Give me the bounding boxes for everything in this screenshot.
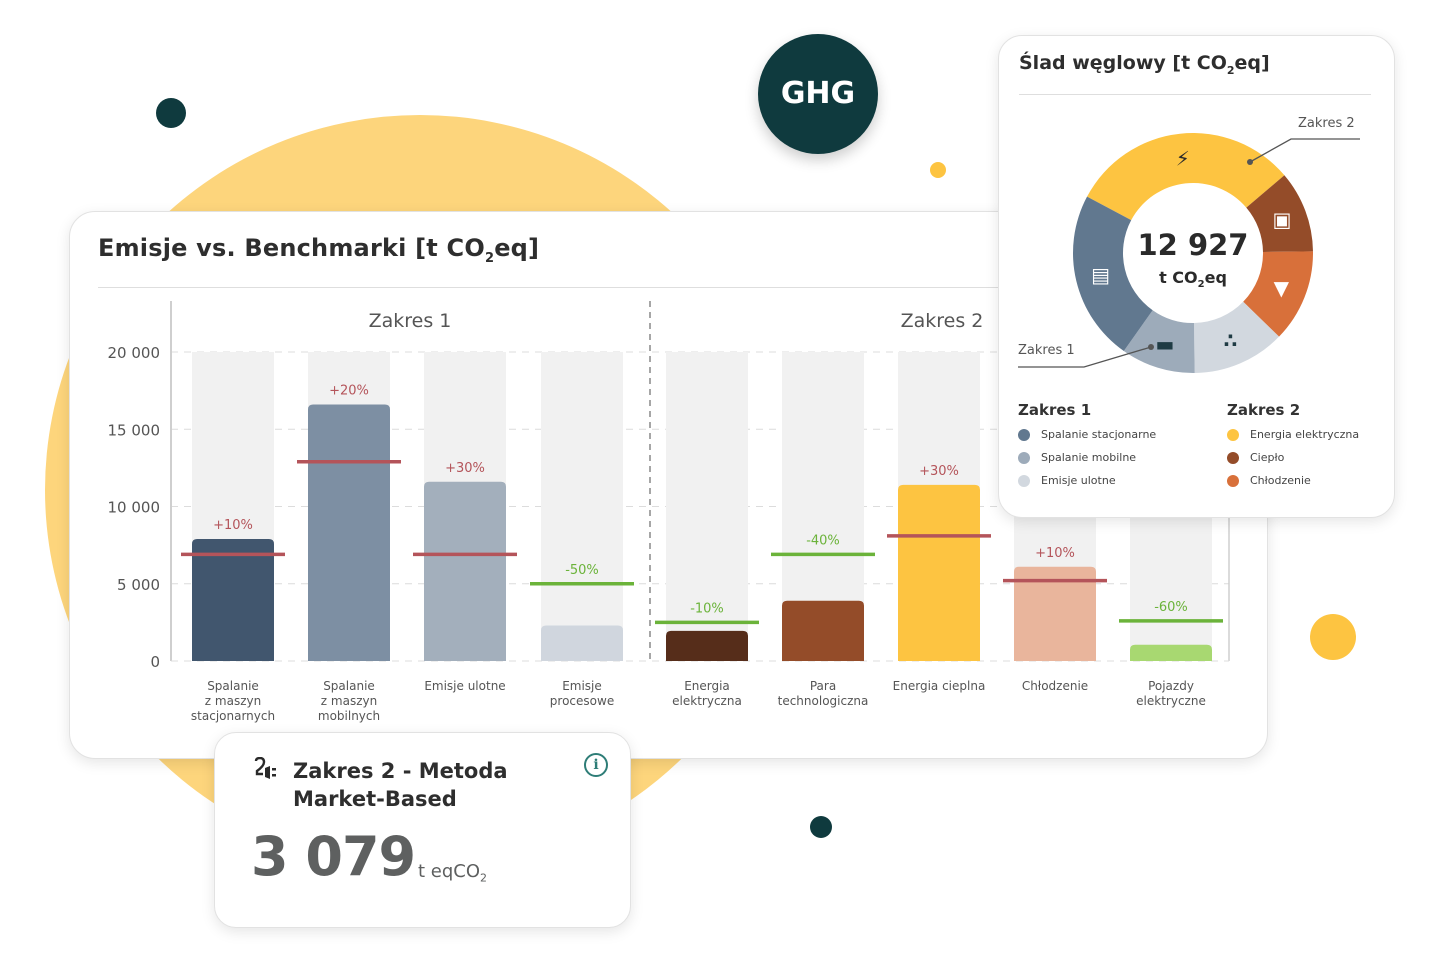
legend-item: Chłodzenie [1227, 474, 1311, 487]
legend-swatch [1227, 451, 1239, 464]
decorative-dot [156, 98, 186, 128]
legend-label: Spalanie stacjonarne [1041, 428, 1157, 441]
legend-item: Emisje ulotne [1018, 474, 1116, 487]
donut-segment [1243, 251, 1313, 337]
donut-title: Ślad węglowy [t CO2eq] [1019, 52, 1270, 77]
callout-dot [1247, 159, 1253, 165]
decorative-dot [930, 162, 946, 178]
info-icon[interactable]: i [584, 753, 608, 777]
legend-item: Ciepło [1227, 451, 1284, 464]
legend-swatch [1018, 474, 1030, 487]
car-icon: ▬ [1155, 332, 1174, 356]
title-text: Ślad węglowy [t CO [1019, 52, 1227, 74]
title-text-end: eq] [494, 234, 540, 262]
legend-item: Spalanie stacjonarne [1018, 428, 1156, 441]
kpi-title: Zakres 2 - Metoda Market-Based [293, 759, 508, 811]
legend-item: Energia elektryczna [1227, 428, 1359, 441]
callout-line-scope2 [1249, 138, 1360, 163]
ghg-badge: GHG [758, 34, 878, 154]
callout-label-scope1: Zakres 1 [1018, 343, 1075, 358]
divider [1019, 94, 1371, 95]
title-subscript: 2 [484, 250, 495, 266]
unit-text-end: eq [1204, 268, 1227, 287]
unit-subscript: 2 [480, 871, 488, 885]
legend-swatch [1227, 428, 1239, 441]
divider [98, 287, 1243, 288]
legend-label: Ciepło [1250, 451, 1285, 464]
title-subscript: 2 [1226, 63, 1235, 77]
callout-label-scope2: Zakres 2 [1298, 116, 1355, 131]
donut-unit: t CO2eq [1133, 268, 1253, 290]
donut-chart: ⚡ ▣ ▼ ∴ ▬ ▤ [1018, 132, 1360, 373]
unit-text: t CO [1159, 268, 1198, 287]
legend-swatch [1018, 428, 1030, 441]
decorative-dot [1310, 614, 1356, 660]
kpi-unit: t eqCO2 [418, 861, 487, 885]
legend-label: Spalanie mobilne [1041, 451, 1137, 464]
callout-dot [1148, 344, 1154, 350]
legend-label: Chłodzenie [1250, 474, 1311, 487]
unit-subscript: 2 [1197, 279, 1205, 291]
legend-heading: Zakres 2 [1227, 401, 1301, 419]
unit-text: t eqCO [418, 861, 481, 882]
fireplace-icon: ▣ [1272, 208, 1291, 232]
decorative-dot [810, 816, 832, 838]
carbon-footprint-card: Ślad węglowy [t CO2eq] ⚡ ▣ ▼ ∴ ▬ ▤ 12 927 t C… [998, 35, 1395, 518]
donut-total: 12 927 [1137, 228, 1249, 262]
legend-heading: Zakres 1 [1018, 401, 1092, 419]
legend-swatch [1227, 474, 1239, 487]
legend-label: Energia elektryczna [1250, 428, 1360, 441]
boiler-icon: ▤ [1091, 263, 1110, 287]
plug-icon: ⚡ [1176, 147, 1190, 171]
donut-segment [1193, 301, 1280, 373]
ice-cream-icon: ▼ [1274, 276, 1290, 300]
donut-segment [1246, 175, 1313, 253]
donut-segment [1087, 132, 1285, 221]
title-text-end: eq] [1234, 52, 1270, 74]
plug-icon [254, 757, 276, 779]
scope2-market-based-card: Zakres 2 - Metoda Market-Based i 3 079 t… [214, 732, 631, 928]
kpi-value: 3 079 [251, 825, 416, 888]
donut-segment [1073, 196, 1153, 352]
title-text: Emisje vs. Benchmarki [t CO [98, 234, 485, 262]
chart-title: Emisje vs. Benchmarki [t CO2eq] [98, 234, 539, 266]
legend-label: Emisje ulotne [1041, 474, 1116, 487]
legend-item: Spalanie mobilne [1018, 451, 1136, 464]
molecules-icon: ∴ [1224, 328, 1238, 352]
legend-swatch [1018, 451, 1030, 464]
